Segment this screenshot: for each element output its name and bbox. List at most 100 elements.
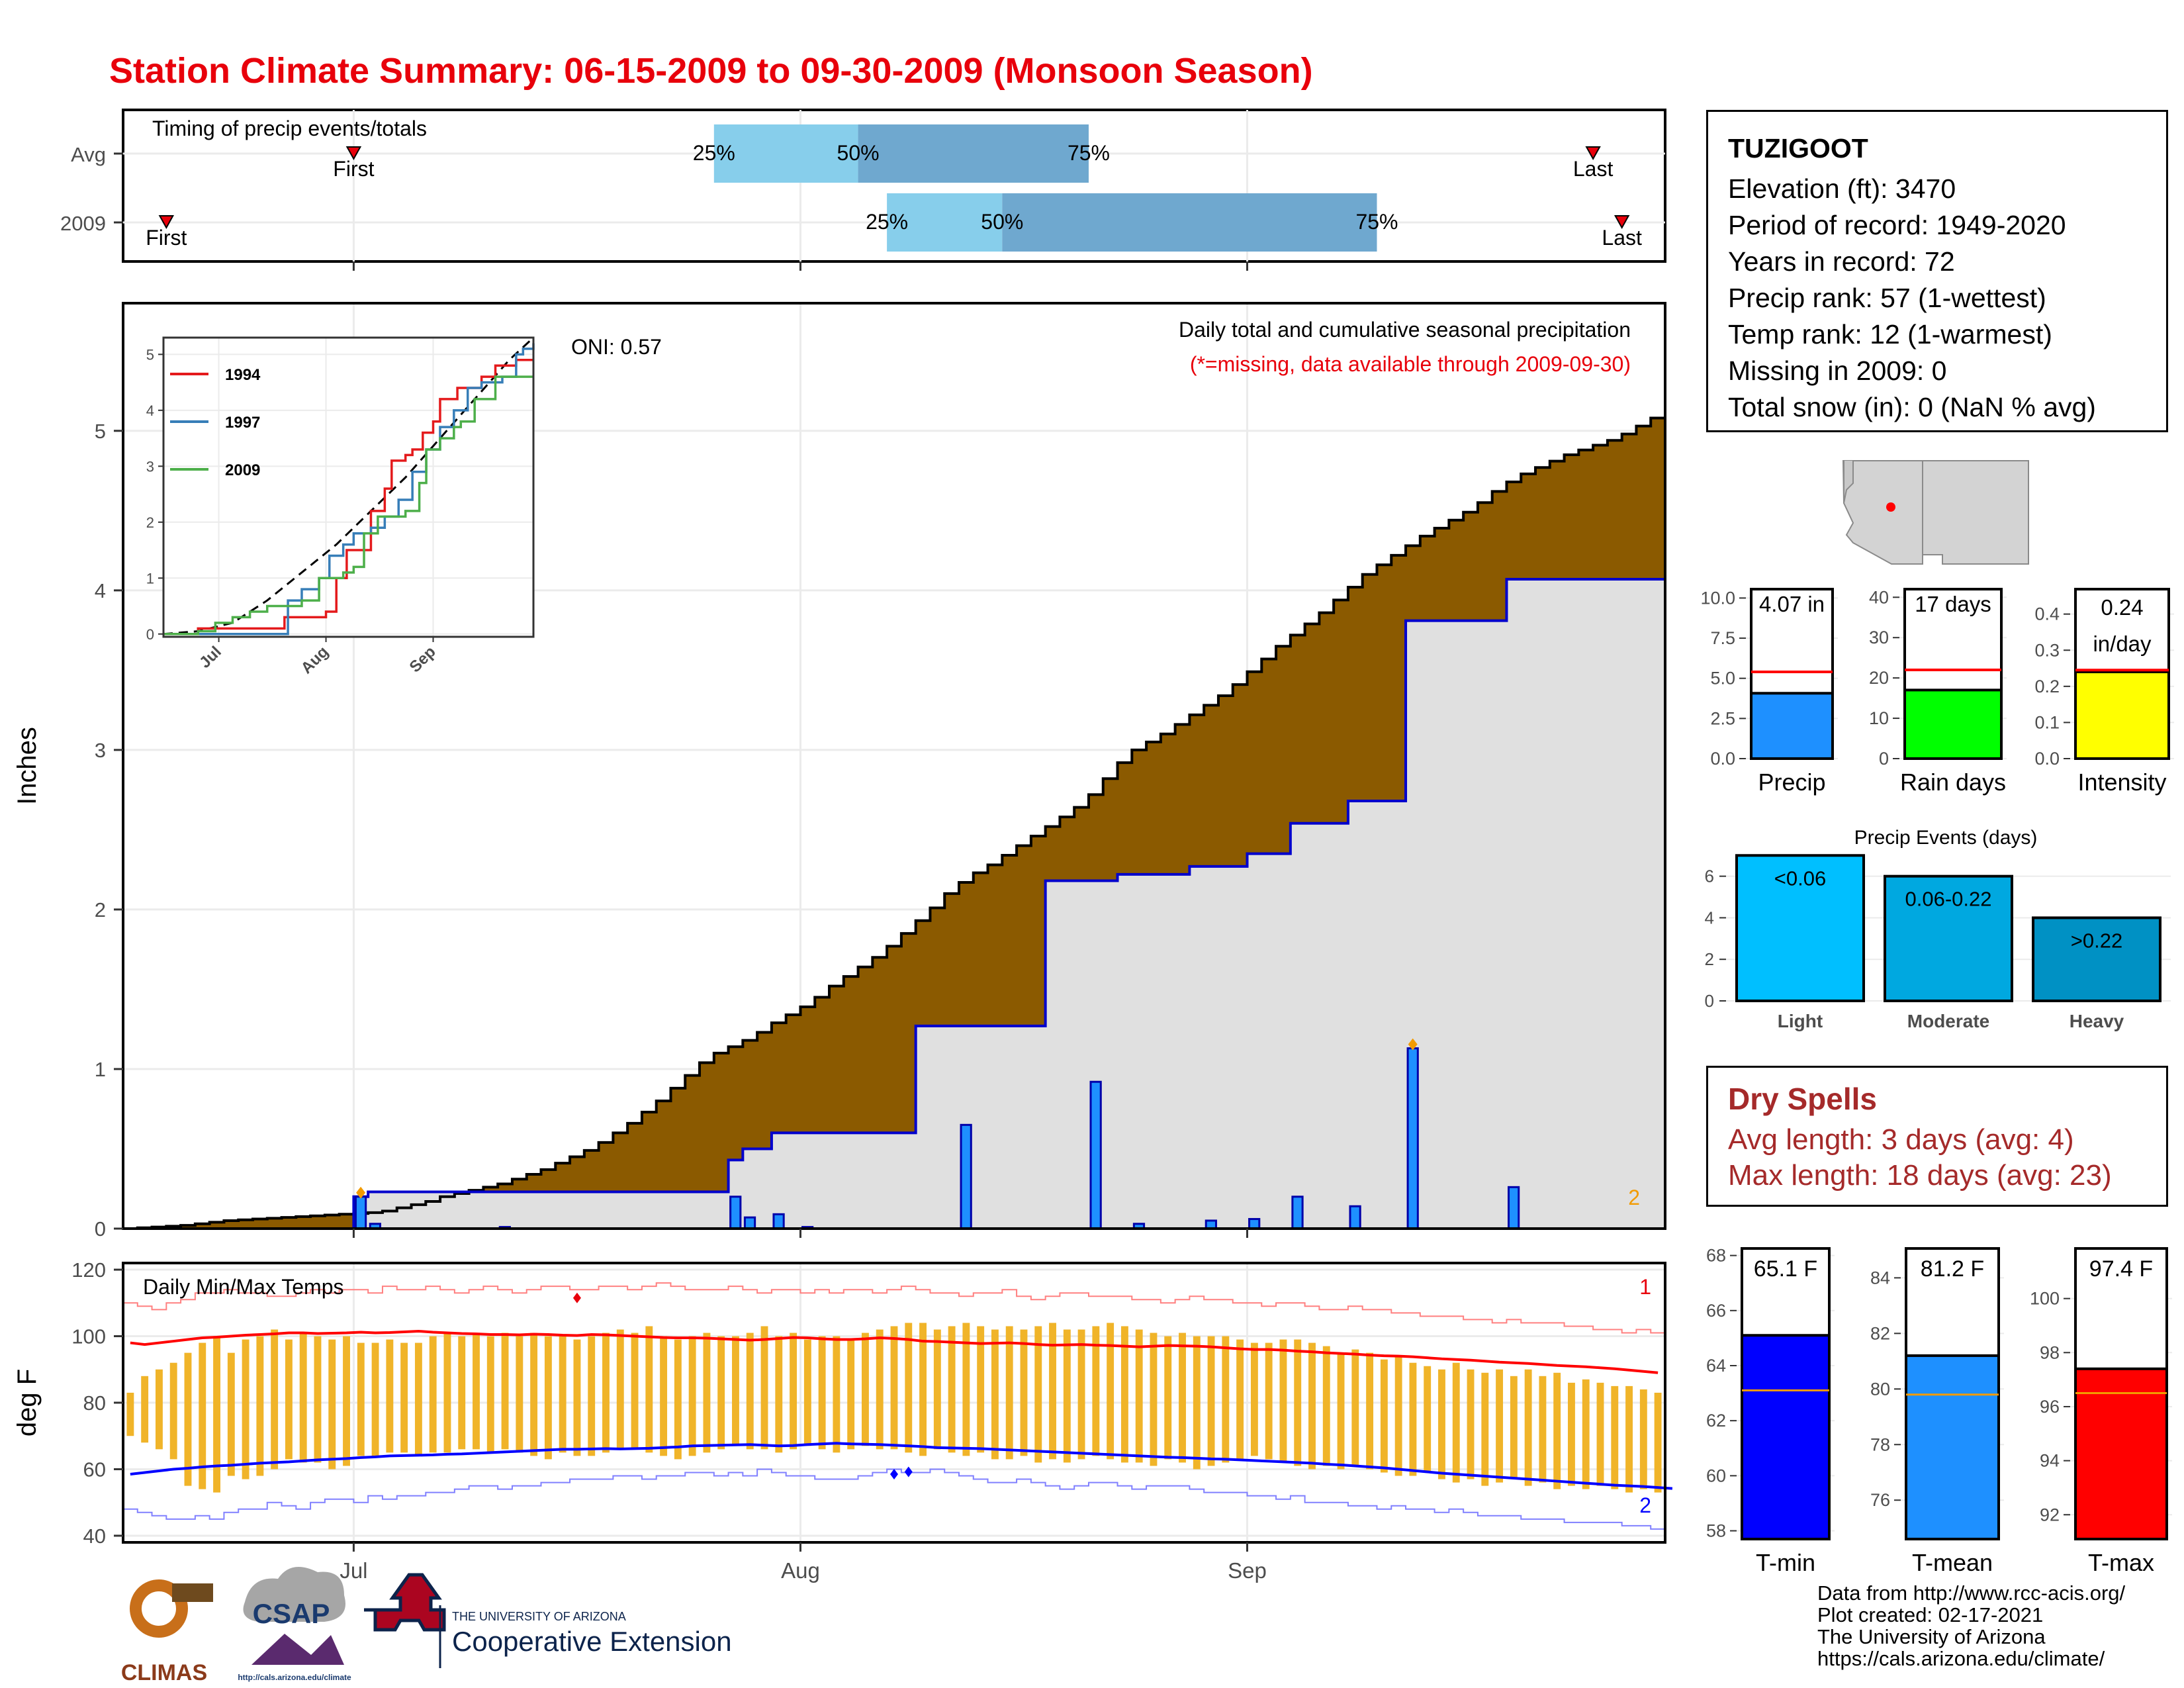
temp-count-min: 2	[1639, 1493, 1651, 1517]
daily-temp-bar	[1005, 1326, 1013, 1460]
tmean-ytick-label: 76	[1870, 1490, 1890, 1510]
inset-legend-label: 1997	[225, 414, 260, 432]
daily-temp-bar	[400, 1342, 408, 1453]
station-years: Years in record: 72	[1728, 246, 1955, 277]
events-ytick-label: 6	[1705, 867, 1714, 886]
tmean-ytick-label: 82	[1870, 1323, 1890, 1343]
inset-legend-label: 2009	[225, 461, 260, 479]
inset-legend-label: 1994	[225, 366, 261, 384]
daily-temp-bar	[169, 1362, 177, 1460]
precip-ytick-label: 10.0	[1700, 588, 1735, 608]
daily-temp-bar	[414, 1342, 422, 1456]
raindays-axis-label: Rain days	[1900, 769, 2006, 796]
daily-temp-bar	[1596, 1382, 1604, 1486]
timing-pct-label: 75%	[1068, 141, 1110, 165]
temp-xtick-label: Aug	[781, 1558, 820, 1583]
tmean-ytick-label: 84	[1870, 1268, 1890, 1288]
precip-value-bar	[1750, 692, 1834, 760]
daily-precip-bar	[1291, 1196, 1304, 1230]
tmin-value-label: 65.1 F	[1754, 1256, 1817, 1282]
daily-temp-bar	[1496, 1369, 1504, 1483]
daily-precip-bar	[729, 1196, 742, 1230]
tmean-ytick-label: 78	[1870, 1434, 1890, 1454]
station-location-dot	[1886, 502, 1895, 512]
daily-temp-bar	[544, 1336, 552, 1460]
daily-temp-bar	[1553, 1372, 1561, 1489]
daily-temp-bar	[890, 1326, 898, 1450]
precip-corner-label: 2	[1628, 1186, 1640, 1209]
station-temp-rank: Temp rank: 12 (1-warmest)	[1728, 319, 2052, 350]
daily-temp-bar	[1020, 1329, 1028, 1456]
timing-last-label: Last	[1602, 226, 1642, 250]
daily-temp-bar	[1222, 1336, 1230, 1463]
station-missing: Missing in 2009: 0	[1728, 355, 1947, 386]
daily-temp-bar	[933, 1329, 941, 1450]
events-ytick-label: 4	[1705, 908, 1714, 927]
precip-value-label: 4.07 in	[1759, 592, 1825, 616]
tmax-avg-line	[130, 1329, 1659, 1374]
page-title: Station Climate Summary: 06-15-2009 to 0…	[109, 51, 1313, 91]
precip-ytick-label: 3	[95, 739, 106, 762]
timing-pct-label: 25%	[866, 210, 908, 234]
daily-temp-bar	[314, 1336, 322, 1463]
climas-sun-icon	[130, 1579, 188, 1638]
tmean-axis-label: T-mean	[1912, 1549, 1993, 1576]
daily-temp-bar	[703, 1333, 711, 1453]
precip-ytick-label: 5.0	[1710, 669, 1735, 688]
daily-precip-bar	[1089, 1080, 1102, 1230]
event-category-label: Light	[1778, 1011, 1823, 1031]
daily-temp-bar	[1063, 1329, 1071, 1463]
tmax-ytick-label: 96	[2040, 1397, 2060, 1417]
cum-avg-line	[123, 383, 1666, 1230]
precip-ytick-label: 4	[95, 579, 106, 602]
precip-ytick-label: 0.0	[1710, 749, 1735, 769]
daily-temp-bar	[530, 1333, 538, 1456]
daily-temp-bar	[1207, 1336, 1215, 1466]
intensity-ytick-label: 0.1	[2034, 712, 2060, 732]
daily-temp-bar	[328, 1339, 336, 1470]
temp-count-max: 1	[1639, 1275, 1651, 1299]
inset-ytick-label: 5	[146, 346, 154, 363]
station-name: TUZIGOOT	[1728, 133, 1868, 164]
daily-temp-bar	[1077, 1329, 1085, 1460]
daily-temp-bar	[199, 1342, 206, 1489]
temp-record-marker	[890, 1469, 898, 1480]
daily-temp-bar	[818, 1336, 826, 1450]
daily-temp-bar	[256, 1336, 264, 1476]
daily-precip-bar	[743, 1216, 756, 1230]
daily-temp-bar	[1092, 1326, 1100, 1456]
daily-temp-bar	[1394, 1356, 1402, 1476]
daily-precip-bar	[772, 1213, 785, 1230]
daily-temp-bar	[962, 1323, 970, 1456]
daily-temp-bar	[1467, 1369, 1475, 1479]
precip-ytick-label: 7.5	[1710, 628, 1735, 648]
daily-temp-bar	[1611, 1385, 1619, 1489]
daily-temp-bar	[919, 1323, 927, 1456]
daily-temp-bar	[732, 1336, 739, 1446]
raindays-ytick-label: 40	[1869, 587, 1889, 607]
tmin-ytick-label: 60	[1706, 1466, 1726, 1485]
precip-axis-label: Precip	[1758, 769, 1825, 796]
daily-temp-bar	[227, 1352, 235, 1476]
daily-temp-bar	[790, 1333, 797, 1450]
tmin-ytick-label: 68	[1706, 1246, 1726, 1266]
daily-precip-bar	[1406, 1047, 1419, 1230]
precip-ytick-label: 2.5	[1710, 708, 1735, 728]
daily-temp-bar	[1524, 1369, 1532, 1486]
tmax-ytick-label: 92	[2040, 1505, 2060, 1524]
csap-cloud-icon	[243, 1567, 345, 1622]
inset-frame	[162, 336, 535, 638]
temp-record-marker	[572, 1292, 581, 1303]
daily-temp-bar	[429, 1336, 437, 1453]
intensity-ytick-label: 0.3	[2034, 640, 2060, 660]
events-ytick-label: 0	[1705, 991, 1714, 1011]
temp-bars: 58 60 62 64 66 68 65.1 F T-min 76 78 80 82 84 81.2 F T…	[1706, 1246, 2172, 1576]
temp-ytick-label: 80	[83, 1391, 106, 1415]
climas-logo-text: CLIMAS	[121, 1660, 207, 1685]
daily-temp-bar	[1179, 1333, 1186, 1463]
tmin-ytick-label: 64	[1706, 1356, 1726, 1376]
timing-iqr-lower	[713, 124, 858, 183]
daily-temp-bar	[602, 1333, 610, 1453]
timing-row-label: Avg	[71, 143, 106, 166]
